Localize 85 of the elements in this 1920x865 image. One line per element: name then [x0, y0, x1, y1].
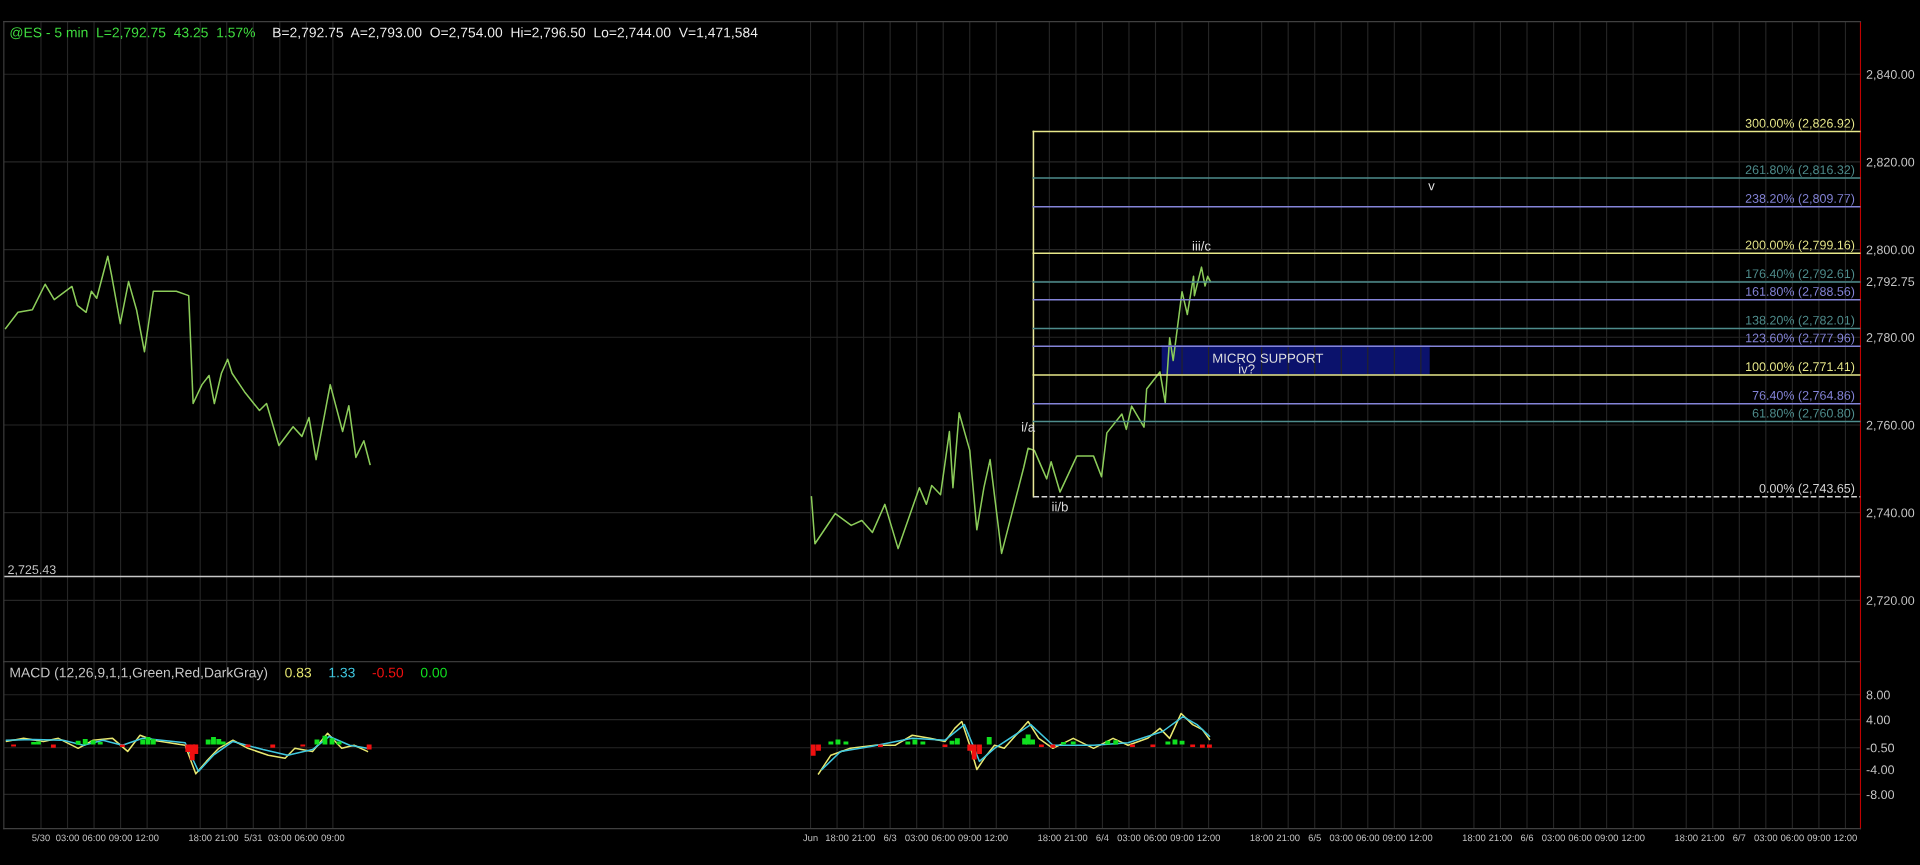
y-tick-label: 2,820.00	[1866, 157, 1915, 169]
x-tick-label: 06:00	[1568, 834, 1592, 842]
x-tick-label: 03:00	[1329, 834, 1353, 842]
y-tick-label: 2,760.00	[1866, 420, 1915, 432]
series-label: 161.80% (2,788.56)	[1746, 286, 1855, 299]
x-tick-label: 09:00	[321, 834, 345, 842]
annotation: iii/c	[1192, 240, 1211, 251]
x-tick-label: 03:00	[1754, 834, 1778, 842]
annotation: v	[1428, 183, 1435, 191]
x-tick-label: 12:00	[1197, 834, 1221, 842]
x-tick-label: 09:00	[1595, 834, 1619, 842]
x-tick-label: Jun	[803, 834, 818, 842]
x-tick-label: 12:00	[985, 834, 1008, 842]
series-label: 176.40% (2,792.61)	[1746, 268, 1855, 281]
series-label: 76.40% (2,764.86)	[1752, 390, 1855, 403]
x-tick-label: 6/3	[884, 834, 897, 842]
text: -0.50	[372, 667, 404, 678]
x-tick-label: 03:00	[1542, 834, 1565, 842]
chart-subtitle: B=2,792.75 A=2,793.00 O=2,754.00 Hi=2,796.50 Lo=2,744.00 V=1,471,584	[273, 27, 758, 40]
ref-line-label: 2,725.43	[8, 565, 56, 576]
series-label: 200.00% (2,799.16)	[1745, 240, 1855, 252]
y-tick-label: 4.00	[1866, 715, 1890, 725]
x-tick-label: 21:00	[215, 834, 239, 842]
y-tick-label: 8.00	[1866, 690, 1890, 700]
x-tick-label: 6/5	[1308, 834, 1321, 842]
series-label: 61.80% (2,760.80)	[1752, 408, 1855, 421]
x-tick-label: 12:00	[1834, 834, 1857, 842]
x-tick-label: 21:00	[1489, 834, 1512, 842]
y-tick-label: 2,720.00	[1866, 596, 1915, 607]
series-label: 0.00% (2,743.65)	[1759, 483, 1855, 496]
x-tick-label: 09:00	[1807, 834, 1831, 842]
x-tick-label: 06:00	[1144, 834, 1167, 842]
y-tick-label: 2,800.00	[1866, 245, 1915, 256]
x-tick-label: 21:00	[1701, 834, 1725, 842]
x-tick-label: 03:00	[56, 834, 79, 842]
y-tick-label: 2,792.75	[1866, 277, 1915, 288]
y-tick-label: -8.00	[1866, 790, 1895, 800]
y-tick-label: 2,740.00	[1866, 508, 1915, 519]
x-tick-label: 09:00	[109, 834, 133, 842]
x-tick-label: 5/30	[32, 834, 50, 842]
x-tick-label: 18:00	[825, 834, 849, 842]
x-tick-label: 09:00	[958, 834, 982, 842]
x-tick-label: 18:00	[1250, 834, 1274, 842]
series-label: 123.60% (2,777.96)	[1746, 333, 1855, 345]
x-tick-label: 03:00	[905, 834, 929, 842]
x-tick-label: 09:00	[1170, 834, 1194, 842]
chart-title: MACD (12,26,9,1,1,Green,Red,DarkGray)	[10, 667, 268, 681]
annotation: ii/b	[1052, 501, 1068, 512]
series-label: 138.20% (2,782.01)	[1746, 315, 1855, 328]
x-tick-label: 6/4	[1096, 834, 1109, 842]
text: 0.00	[420, 667, 447, 678]
y-tick-label: 2,840.00	[1866, 70, 1915, 81]
y-tick-label: -4.00	[1866, 765, 1895, 775]
x-tick-label: 12:00	[136, 834, 159, 842]
x-tick-label: 06:00	[294, 834, 318, 842]
series-label: 261.80% (2,816.32)	[1745, 165, 1855, 177]
x-tick-label: 6/6	[1520, 834, 1534, 842]
x-tick-label: 5/31	[244, 834, 263, 842]
x-tick-label: 06:00	[1780, 834, 1804, 842]
y-tick-label: -0.50	[1866, 743, 1895, 753]
text: 0.83	[285, 667, 312, 678]
x-tick-label: 18:00	[1462, 834, 1486, 842]
x-tick-label: 09:00	[1382, 834, 1406, 842]
x-tick-label: 03:00	[1117, 834, 1141, 842]
x-tick-label: 03:00	[268, 834, 292, 842]
x-tick-label: 12:00	[1622, 834, 1645, 842]
chart-title: @ES - 5 min L=2,792.75 43.25 1.57%	[10, 27, 256, 40]
x-tick-label: 06:00	[931, 834, 955, 842]
x-tick-label: 06:00	[1356, 834, 1380, 842]
series-label: 300.00% (2,826.92)	[1745, 118, 1855, 131]
x-tick-label: 18:00	[189, 834, 212, 842]
x-tick-label: 12:00	[1409, 834, 1433, 842]
x-tick-label: 21:00	[1064, 834, 1088, 842]
y-tick-label: 2,780.00	[1866, 333, 1915, 344]
annotation: MICRO SUPPORT	[1213, 353, 1324, 363]
series-label: 238.20% (2,809.77)	[1745, 193, 1855, 206]
x-tick-label: 06:00	[82, 834, 106, 842]
x-tick-label: 21:00	[1276, 834, 1300, 842]
series-label: 100.00% (2,771.41)	[1746, 361, 1855, 374]
text: 1.33	[329, 667, 355, 678]
x-tick-label: 18:00	[1675, 834, 1698, 842]
x-tick-label: 21:00	[852, 834, 876, 842]
x-tick-label: 6/7	[1733, 834, 1746, 842]
x-tick-label: 18:00	[1038, 834, 1061, 842]
annotation: iv?	[1239, 364, 1255, 374]
